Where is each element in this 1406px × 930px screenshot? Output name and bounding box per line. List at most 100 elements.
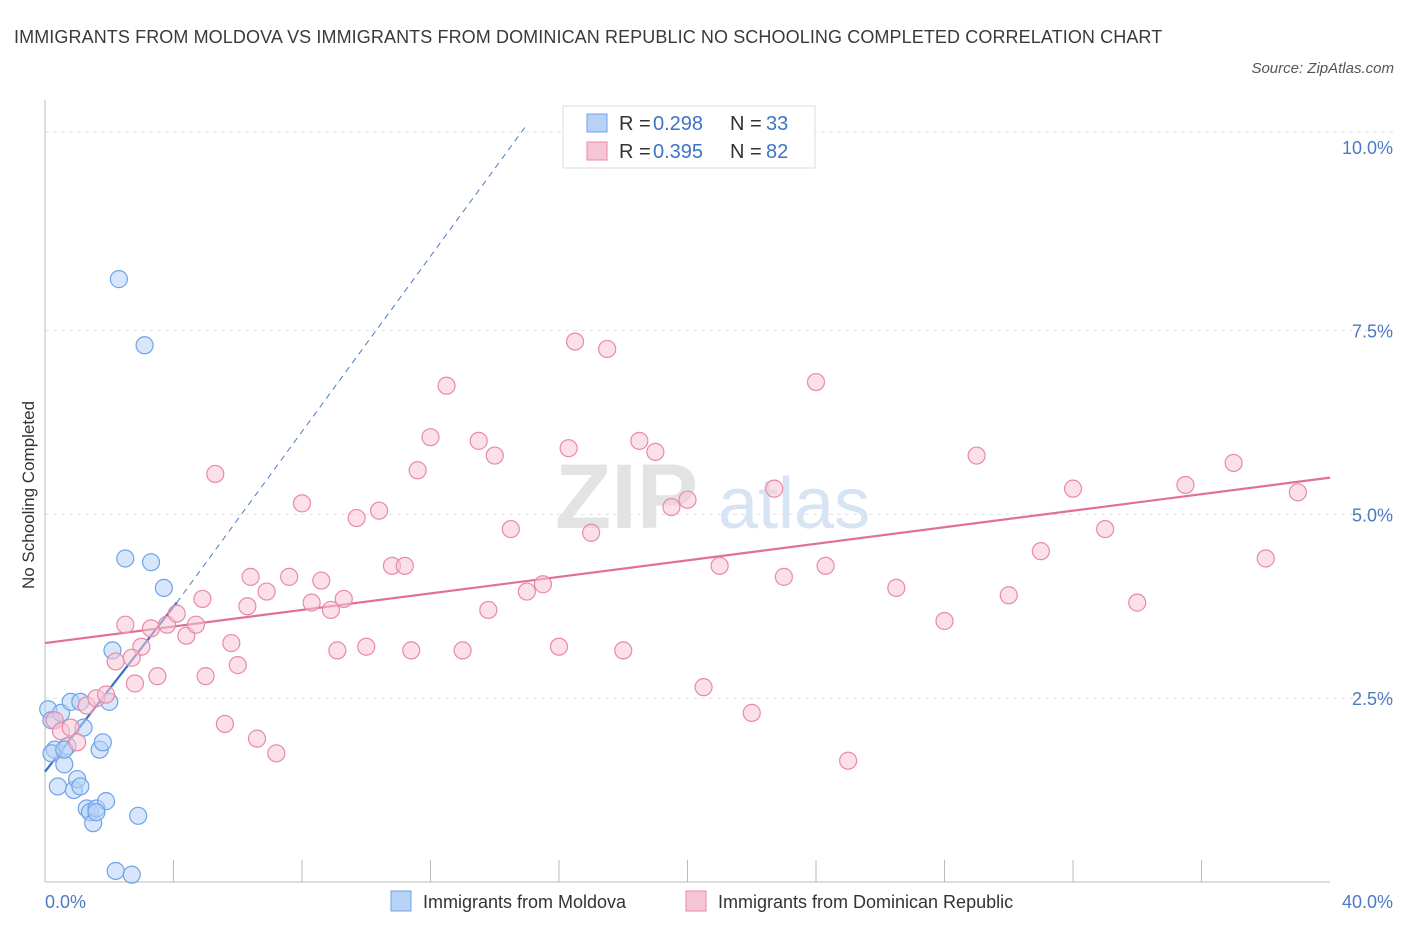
chart-title: IMMIGRANTS FROM MOLDOVA VS IMMIGRANTS FR…	[14, 27, 1163, 47]
point-series1-67	[1096, 519, 1115, 539]
x-tick-labels: 0.0% 40.0%	[45, 892, 1393, 912]
point-series1-26	[280, 567, 299, 586]
point-series1-33	[357, 637, 376, 656]
point-series1-8	[116, 615, 135, 634]
point-series1-27	[292, 494, 312, 513]
point-series1-81	[402, 641, 421, 660]
legend-n-label-dominican: N =	[730, 141, 762, 163]
point-series1-29	[312, 571, 331, 590]
point-series1-39	[437, 376, 456, 395]
point-series1-34	[370, 501, 389, 520]
legend-swatch-moldova	[586, 113, 608, 133]
x-tick-label-0: 0.0%	[45, 892, 86, 912]
point-series1-20	[222, 633, 241, 653]
y-tick-label-2: 7.5%	[1352, 322, 1393, 342]
point-series1-11	[141, 619, 161, 638]
point-series1-36	[395, 556, 414, 575]
watermark-zip: ZIP	[555, 446, 698, 548]
point-series1-32	[347, 508, 366, 528]
watermark-atlas: atlas	[718, 464, 870, 544]
point-series1-66	[1063, 479, 1083, 498]
y-tick-label-0: 2.5%	[1352, 689, 1393, 709]
point-series1-6	[96, 685, 116, 704]
legend-n-label-moldova: N =	[730, 113, 762, 135]
point-series1-23	[247, 729, 267, 748]
point-series1-51	[630, 431, 649, 450]
point-series1-54	[678, 490, 697, 509]
bottom-legend-label-moldova: Immigrants from Moldova	[423, 892, 627, 912]
point-series0-29	[48, 777, 67, 796]
y-tick-label-1: 5.0%	[1352, 505, 1393, 525]
point-series1-64	[999, 586, 1018, 605]
bottom-legend-label-dominican: Immigrants from Dominican Republic	[718, 892, 1013, 912]
data-points	[39, 270, 1307, 884]
point-series1-40	[453, 641, 472, 660]
legend-n-value-moldova: 33	[766, 113, 788, 135]
point-series0-23	[122, 865, 141, 884]
point-series1-9	[125, 674, 145, 693]
point-series0-21	[109, 270, 128, 289]
legend-swatch-dominican	[586, 141, 608, 161]
point-series1-19	[215, 714, 234, 734]
trend-line-dominican	[44, 476, 1331, 645]
point-series1-48	[582, 523, 601, 542]
point-series1-28	[302, 593, 321, 612]
legend-r-value-moldova: 0.298	[653, 113, 703, 135]
point-series1-7	[106, 652, 125, 671]
legend-r-label-moldova: R =	[619, 113, 651, 135]
point-series1-62	[935, 611, 954, 631]
legend-r-label-dominican: R =	[619, 141, 651, 163]
point-series1-75	[241, 567, 260, 586]
point-series1-17	[196, 667, 215, 686]
legend-r-value-dominican: 0.395	[653, 141, 703, 163]
point-series1-79	[816, 556, 835, 575]
point-series0-20	[106, 861, 125, 881]
point-series1-71	[1256, 549, 1275, 568]
x-tick-label-1: 40.0%	[1342, 892, 1393, 912]
point-series1-52	[646, 442, 665, 461]
point-series1-73	[479, 600, 498, 620]
point-series1-31	[334, 589, 353, 609]
point-series1-76	[193, 589, 212, 609]
y-axis-title: No Schooling Completed	[19, 401, 38, 589]
point-series1-24	[257, 582, 276, 601]
point-series0-24	[129, 806, 148, 825]
point-series1-3	[68, 733, 87, 752]
bottom-legend-swatch-moldova	[390, 890, 412, 912]
point-series1-70	[1224, 453, 1243, 473]
point-series1-61	[887, 578, 906, 598]
point-series1-47	[565, 332, 585, 351]
point-series1-49	[598, 339, 617, 359]
point-series1-56	[710, 556, 729, 575]
point-series1-43	[501, 519, 520, 539]
point-series1-41	[469, 431, 488, 450]
point-series1-78	[765, 479, 784, 498]
point-series1-16	[186, 615, 206, 634]
point-series0-27	[154, 578, 173, 598]
point-series1-59	[806, 372, 826, 392]
point-series1-72	[1288, 483, 1307, 502]
point-series1-63	[967, 446, 986, 465]
y-tick-labels: 2.5% 5.0% 7.5% 10.0%	[1342, 138, 1393, 709]
point-series1-68	[1128, 593, 1147, 612]
point-series1-53	[662, 497, 681, 517]
trend-line-moldova-extension	[176, 124, 528, 603]
point-series1-22	[238, 597, 257, 616]
point-series1-55	[694, 678, 713, 697]
y-tick-label-3: 10.0%	[1342, 138, 1393, 158]
point-series1-38	[421, 428, 440, 447]
point-series1-25	[267, 744, 286, 763]
legend-n-value-dominican: 82	[766, 141, 788, 163]
point-series0-22	[116, 549, 135, 568]
point-series1-21	[228, 656, 247, 675]
point-series1-57	[742, 703, 761, 722]
point-series1-45	[533, 575, 553, 594]
point-series1-74	[328, 641, 347, 660]
point-series1-69	[1176, 475, 1195, 495]
point-series1-77	[559, 439, 578, 458]
point-series0-32	[87, 803, 106, 822]
point-series1-46	[549, 637, 569, 656]
point-series1-18	[206, 464, 225, 484]
point-series0-25	[135, 336, 154, 355]
